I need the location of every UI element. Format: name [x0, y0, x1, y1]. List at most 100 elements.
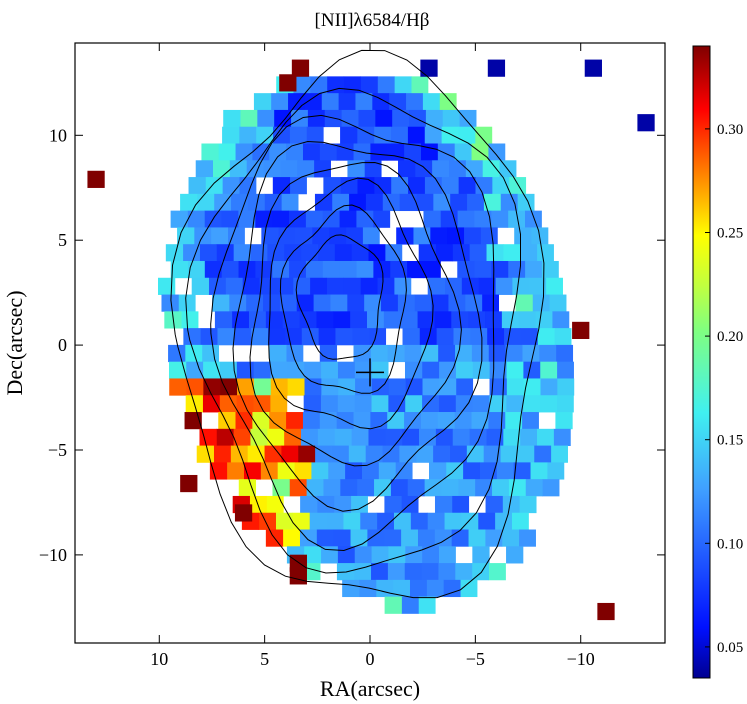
map-pixel	[324, 109, 342, 128]
map-pixel	[395, 462, 413, 480]
map-pixel	[337, 361, 355, 379]
map-pixel	[399, 193, 417, 212]
map-pixel	[279, 294, 297, 312]
map-pixel	[406, 260, 424, 279]
map-pixel	[319, 412, 337, 430]
outlier-pixel	[487, 59, 506, 77]
colorbar-tick-label: 0.30	[717, 122, 743, 138]
map-pixel	[394, 76, 412, 94]
map-pixel	[350, 529, 368, 547]
map-pixel	[422, 378, 440, 396]
map-pixel	[357, 177, 375, 195]
outlier-pixel	[180, 474, 198, 493]
map-pixel	[484, 529, 503, 547]
map-pixel	[370, 563, 388, 581]
map-pixel	[289, 479, 307, 497]
map-pixel	[267, 328, 285, 346]
map-pixel	[319, 143, 337, 161]
map-pixel	[519, 495, 537, 514]
map-pixel	[348, 445, 366, 463]
map-pixel	[431, 294, 449, 312]
y-tick-label: 10	[49, 125, 67, 145]
map-pixel	[320, 361, 338, 379]
map-pixel	[226, 462, 244, 480]
map-pixel	[472, 361, 490, 379]
map-pixel	[332, 311, 351, 329]
map-pixel	[421, 546, 440, 564]
map-pixel	[343, 76, 361, 94]
map-pixel	[472, 546, 490, 564]
map-pixel	[387, 395, 406, 413]
map-pixel	[513, 462, 531, 480]
map-pixel	[455, 361, 473, 379]
map-pixel	[487, 412, 506, 430]
map-pixel	[368, 328, 387, 346]
map-pixel	[475, 177, 493, 195]
map-pixel	[344, 462, 362, 480]
map-pixel	[292, 277, 311, 295]
map-pixel	[323, 479, 341, 497]
map-pixel	[454, 143, 472, 161]
map-pixel	[553, 428, 571, 446]
map-pixel	[293, 76, 311, 94]
map-pixel	[506, 361, 524, 379]
map-pixel	[212, 294, 230, 312]
map-pixel	[518, 311, 536, 329]
map-pixel	[235, 143, 253, 161]
map-pixel	[508, 479, 526, 497]
map-pixel	[328, 227, 347, 245]
map-pixel	[314, 193, 333, 212]
map-pixel	[254, 210, 273, 228]
map-pixel	[269, 395, 288, 413]
map-pixel	[452, 244, 470, 262]
map-pixel	[389, 260, 408, 279]
map-pixel	[356, 126, 375, 144]
map-pixel	[288, 260, 306, 279]
x-tick-label: −5	[466, 649, 485, 669]
map-pixel	[418, 428, 436, 446]
map-pixel	[432, 193, 451, 212]
outlier-pixel	[289, 567, 307, 585]
map-pixel	[391, 109, 410, 128]
map-pixel	[340, 177, 358, 195]
map-pixel	[420, 143, 438, 161]
map-pixel	[520, 328, 538, 346]
map-pixel	[390, 177, 409, 195]
map-pixel	[353, 344, 371, 363]
map-pixel	[341, 109, 359, 128]
map-pixel	[355, 93, 373, 111]
map-pixel	[423, 260, 441, 279]
map-pixel	[404, 546, 423, 564]
map-pixel	[414, 160, 433, 178]
outlier-pixel	[420, 59, 438, 77]
map-pixel	[483, 445, 501, 463]
map-pixel	[305, 260, 323, 279]
map-pixel	[397, 294, 415, 312]
map-pixel	[200, 328, 218, 346]
map-pixel	[424, 479, 442, 497]
map-pixel	[488, 563, 506, 581]
map-pixel	[436, 328, 454, 346]
map-pixel	[376, 512, 394, 530]
map-pixel	[266, 428, 285, 446]
map-pixel	[507, 210, 526, 228]
map-pixel	[418, 244, 436, 262]
map-pixel	[170, 260, 188, 279]
map-pixel	[364, 160, 382, 178]
map-pixel	[368, 244, 386, 262]
map-pixel	[210, 227, 229, 245]
map-pixel	[214, 311, 233, 329]
map-pixel	[489, 395, 507, 413]
map-pixel	[420, 412, 438, 430]
map-pixel	[505, 344, 523, 363]
map-pixel	[303, 546, 322, 564]
map-pixel	[264, 445, 282, 463]
map-pixel	[434, 311, 452, 329]
map-pixel	[538, 344, 557, 363]
map-pixel	[245, 294, 264, 312]
map-pixel	[535, 311, 553, 329]
map-pixel	[555, 412, 573, 430]
map-pixel	[269, 344, 287, 363]
map-pixel	[448, 160, 466, 178]
map-pixel	[319, 344, 338, 363]
